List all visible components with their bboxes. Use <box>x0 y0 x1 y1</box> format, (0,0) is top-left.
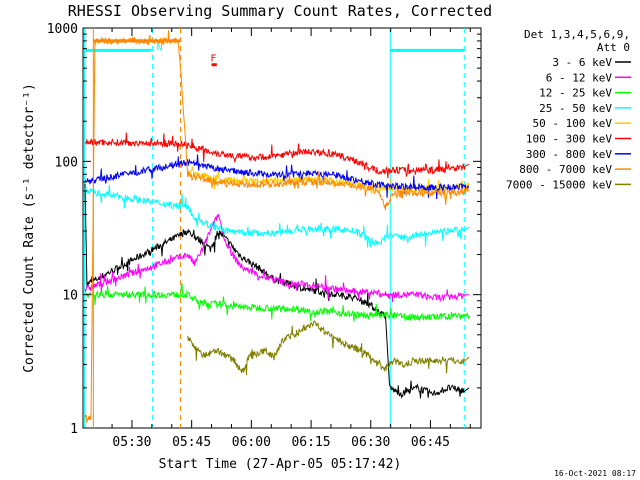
legend-label: 25 - 50 keV <box>539 102 612 115</box>
legend-label: 12 - 25 keV <box>539 87 612 100</box>
x-axis-label: Start Time (27-Apr-05 05:17:42) <box>159 457 402 472</box>
x-tick-label: 06:00 <box>232 435 271 450</box>
plot-frame <box>82 27 482 429</box>
legend-header: Att 0 <box>597 41 630 54</box>
series-line-1 <box>84 183 470 400</box>
flag-letter: N <box>157 42 163 53</box>
x-tick-label: 05:45 <box>172 435 211 450</box>
y-axis-label: Corrected Count Rate (s⁻¹ detector⁻¹) <box>22 83 37 373</box>
legend-label: 300 - 800 keV <box>526 148 612 161</box>
y-tick-label: 1 <box>70 422 78 437</box>
x-tick-label: 06:30 <box>351 435 390 450</box>
legend-label: 3 - 6 keV <box>552 56 612 69</box>
timestamp: 16-Oct-2021 08:17 <box>554 469 636 478</box>
flag-annotations: NF <box>157 42 217 64</box>
series-line-6 <box>84 132 470 179</box>
legend-label: 100 - 300 keV <box>526 133 612 146</box>
x-tick-label: 06:15 <box>291 435 330 450</box>
legend-label: 7000 - 15000 keV <box>506 178 612 191</box>
legend-header: Det 1,3,4,5,6,9, <box>524 28 630 41</box>
legend-label: 800 - 7000 keV <box>519 163 612 176</box>
plot-area: NF <box>82 27 482 429</box>
series-line-3 <box>85 283 470 322</box>
series-line-8 <box>84 30 470 423</box>
y-tick-label: 10 <box>62 289 78 304</box>
series-line-7 <box>84 154 470 200</box>
series-line-9 <box>187 320 470 376</box>
data-series <box>84 30 470 423</box>
y-tick-label: 100 <box>55 155 78 170</box>
legend: Det 1,3,4,5,6,9,Att 0 3 - 6 keV 6 - 12 keV… <box>506 28 631 191</box>
series-line-2 <box>84 213 470 303</box>
x-axis: 05:30 05:45 06:00 06:15 06:30 06:45 <box>111 28 471 450</box>
legend-label: 6 - 12 keV <box>546 71 613 84</box>
series-line-4 <box>84 184 470 248</box>
y-tick-label: 1000 <box>47 22 78 37</box>
flag-letter: F <box>210 54 216 65</box>
x-tick-label: 06:45 <box>411 435 450 450</box>
y-axis: 1 10 100 1000 <box>47 22 481 437</box>
x-tick-label: 05:30 <box>112 435 151 450</box>
chart-title: RHESSI Observing Summary Count Rates, Co… <box>68 2 492 20</box>
instrument-overlay <box>84 28 465 428</box>
legend-label: 50 - 100 keV <box>533 117 613 130</box>
